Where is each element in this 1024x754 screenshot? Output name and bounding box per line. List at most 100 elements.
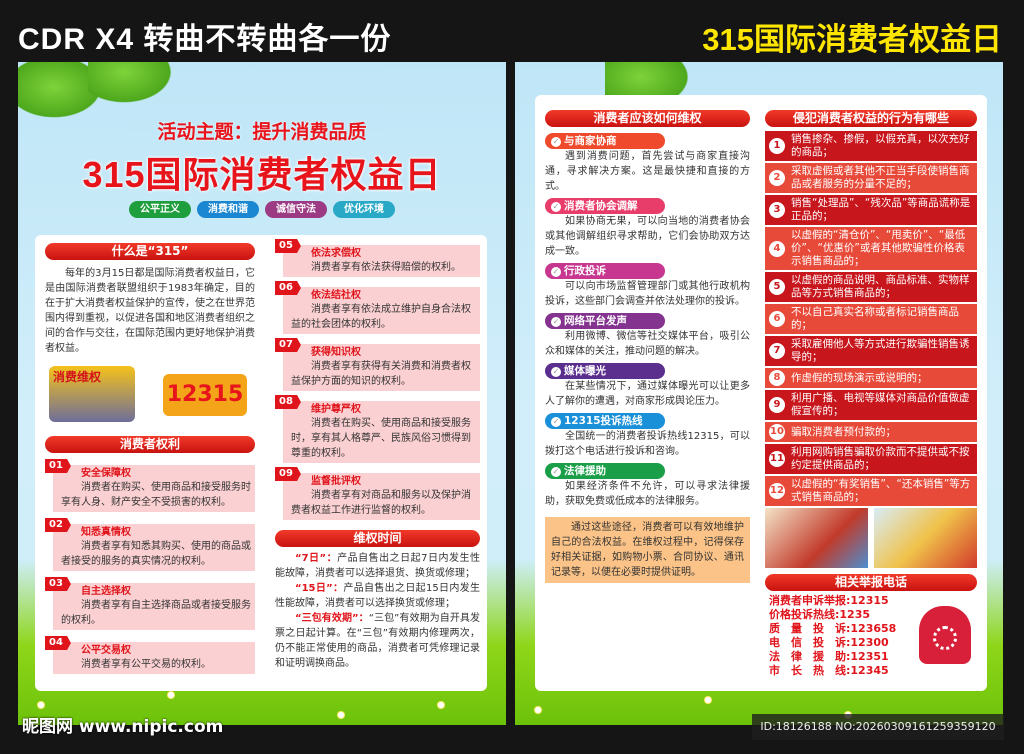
right-title: 依法求偿权 — [311, 248, 361, 259]
method-description: 在某些情况下，通过媒体曝光可以让更多人了解你的遭遇，对商家形成舆论压力。 — [545, 381, 750, 407]
method-title: 行政投诉 — [564, 265, 606, 277]
method-description: 遇到消费问题，首先尝试与商家直接沟通，寻求解决方案。这是最快捷和直接的方式。 — [545, 151, 750, 192]
time-rule-label: “7日”： — [295, 553, 338, 564]
slogan-tags: 公平正义 消费和谐 诚信守法 优化环境 — [18, 197, 506, 218]
contact-number: 12351 — [850, 650, 889, 663]
violation-text: 以虚假的“有奖销售”、“还本销售”等方式销售商品的； — [791, 478, 971, 503]
method-description: 可以向市场监督管理部门或其他行政机构投诉，这些部门会调查并依法处理你的投诉。 — [545, 281, 750, 307]
summary-text: 通过这些途径，消费者可以有效地维护自己的合法权益。在维权过程中，记得保存好相关证… — [545, 517, 750, 583]
right-content-box: 消费者应该如何维权 ✓ 与商家协商 遇到消费问题，首先尝试与商家直接沟通，寻求解决方… — [535, 95, 987, 691]
time-rule: “15日”：产品自售出之日起15日内发生性能故障，消费者可以选择换货或修理； — [275, 581, 480, 611]
illustration-label: 消费维权 — [53, 370, 102, 384]
right-description: 消费者享有知悉其购买、使用的商品或者接受的服务的真实情况的权利。 — [61, 541, 251, 567]
report-phone-header: 相关举报电话 — [765, 574, 977, 591]
number-circle-icon: 12 — [769, 483, 785, 499]
slogan-tag: 公平正义 — [129, 201, 191, 218]
contact-number: 12300 — [850, 636, 889, 649]
time-rule-label: “15日”： — [295, 583, 344, 594]
contact-label: 消费者申诉举报 — [769, 594, 846, 607]
hotline-sign: 12315 — [163, 374, 247, 416]
violations-header: 侵犯消费者权益的行为有哪些 — [765, 110, 977, 127]
contact-row: 法 律 援 助:12351 — [769, 650, 977, 664]
method-title: 媒体曝光 — [564, 365, 606, 377]
rights-list-item: 03 自主选择权 消费者享有自主选择商品或者接受服务的权利。 — [45, 577, 255, 630]
cartoon-image — [874, 508, 977, 568]
right-description: 消费者享有依法成立维护自身合法权益的社会团体的权利。 — [291, 304, 471, 330]
right-description: 消费者享有公平交易的权利。 — [81, 659, 211, 670]
violation-item: 3 销售“处理品”、“残次品”等商品谎称是正品的； — [765, 195, 977, 225]
item-number-badge: 01 — [45, 459, 71, 473]
cartoon-image — [765, 508, 868, 568]
contact-colon: : — [846, 664, 851, 677]
consumer-rights-header: 消费者权利 — [45, 436, 255, 453]
contact-colon: : — [835, 608, 840, 621]
number-circle-icon: 4 — [769, 240, 785, 257]
slogan-tag: 消费和谐 — [197, 201, 259, 218]
check-circle-icon: ✓ — [551, 137, 561, 147]
contact-label: 市 长 热 线 — [769, 664, 846, 677]
violation-item: 8 作虚假的现场演示或说明的； — [765, 368, 977, 388]
time-rule-text: 产品自售出之日起7日内发生性能故障，消费者可以选择退货、换货或修理； — [275, 553, 480, 579]
contact-colon: : — [846, 636, 851, 649]
check-circle-icon: ✓ — [551, 467, 561, 477]
violation-text: 销售“处理品”、“残次品”等商品谎称是正品的； — [791, 197, 971, 222]
right-title: 维护尊严权 — [311, 404, 361, 415]
item-number-badge: 09 — [275, 467, 301, 481]
right-description: 消费者享有依法获得赔偿的权利。 — [311, 262, 461, 273]
number-circle-icon: 7 — [769, 343, 785, 359]
item-number-badge: 06 — [275, 281, 301, 295]
banner-right-title: 315国际消费者权益日 — [702, 22, 1002, 57]
poster-title: 315国际消费者权益日 — [82, 154, 442, 195]
method-description: 全国统一的消费者投诉热线12315，可以拨打这个电话进行投诉和咨询。 — [545, 431, 750, 457]
violation-item: 2 采取虚假或者其他不正当手段使销售商品或者服务的分量不足的； — [765, 163, 977, 193]
slogan-tag: 诚信守法 — [265, 201, 327, 218]
method-description: 如果协商无果，可以向当地的消费者协会或其他调解组织寻求帮助，它们会协助双方达成一… — [545, 216, 750, 257]
right-title: 公平交易权 — [81, 645, 131, 656]
contact-row: 消费者申诉举报:12315 — [769, 594, 977, 608]
time-rule-text: 产品自售出之日起15日内发生性能故障，消费者可以选择换货或修理； — [275, 583, 481, 609]
violation-item: 4 以虚假的“清仓价”、“甩卖价”、“最低价”、“优惠价”或者其他欺骗性价格表示销… — [765, 227, 977, 270]
violation-text: 采取雇佣他人等方式进行欺骗性销售诱导的； — [791, 338, 970, 363]
slogan-tag: 优化环境 — [333, 201, 395, 218]
method-pill: ✓ 与商家协商 — [545, 133, 665, 149]
contact-number: 1235 — [839, 608, 871, 621]
right-description: 消费者在购买、使用商品和接受服务时，享有其人格尊严、民族风俗习惯得到尊重的权利。 — [291, 418, 471, 459]
rights-list-item: 04 公平交易权 消费者享有公平交易的权利。 — [45, 636, 255, 674]
method-title: 法律援助 — [564, 465, 606, 477]
right-title: 依法结社权 — [311, 290, 361, 301]
rights-list-item: 07 获得知识权 消费者享有获得有关消费和消费者权益保护方面的知识的权利。 — [275, 338, 480, 391]
number-circle-icon: 6 — [769, 311, 785, 327]
rights-list-item: 02 知悉真情权 消费者享有知悉其购买、使用的商品或者接受的服务的真实情况的权利。 — [45, 518, 255, 571]
contact-colon: : — [846, 622, 851, 635]
violation-text: 作虚假的现场演示或说明的； — [791, 371, 928, 384]
check-circle-icon: ✓ — [551, 202, 561, 212]
rights-list-item: 01 安全保障权 消费者在购买、使用商品和接受服务时享有人身、财产安全不受损害的权利… — [45, 459, 255, 512]
telephone-icon — [919, 606, 971, 664]
method-title: 消费者协会调解 — [564, 200, 638, 212]
number-circle-icon: 5 — [769, 279, 785, 295]
right-title: 自主选择权 — [81, 586, 131, 597]
violation-item: 7 采取雇佣他人等方式进行欺骗性销售诱导的； — [765, 336, 977, 366]
method-pill: ✓ 12315投诉热线 — [545, 413, 665, 429]
banner-left-text: CDR X4 转曲不转曲各一份 — [18, 23, 392, 56]
rights-list-item: 08 维护尊严权消费者在购买、使用商品和接受服务时，享有其人格尊严、民族风俗习惯得… — [275, 395, 480, 463]
violation-text: 以虚假的“清仓价”、“甩卖价”、“最低价”、“优惠价”或者其他欺骗性价格表示销售… — [791, 229, 966, 267]
contact-label: 电 信 投 诉 — [769, 636, 846, 649]
number-circle-icon: 10 — [769, 424, 785, 440]
rights-time-header: 维权时间 — [275, 530, 480, 547]
rights-list-item: 09 监督批评权消费者享有对商品和服务以及保护消费者权益工作进行监督的权利。 — [275, 467, 480, 520]
method-pill: ✓ 消费者协会调解 — [545, 198, 665, 214]
right-description: 消费者享有对商品和服务以及保护消费者权益工作进行监督的权利。 — [291, 490, 471, 516]
item-number-badge: 08 — [275, 395, 301, 409]
item-number-badge: 02 — [45, 518, 71, 532]
contact-number: 12345 — [850, 664, 889, 677]
watermark-id: ID:18126188 NO:20260309161259359120 — [752, 714, 1004, 740]
method-pill: ✓ 媒体曝光 — [545, 363, 665, 379]
check-circle-icon: ✓ — [551, 417, 561, 427]
method-description: 如果经济条件不允许，可以寻求法律援助，获取免费或低成本的法律服务。 — [545, 481, 750, 507]
hotline-illustration: 消费维权 12315 — [45, 360, 255, 428]
what-is-315-text: 每年的3月15日都是国际消费者权益日，它是由国际消费者联盟组织于1983年确定，… — [45, 268, 255, 354]
right-title: 监督批评权 — [311, 476, 361, 487]
item-number-badge: 03 — [45, 577, 71, 591]
contact-colon: : — [846, 650, 851, 663]
